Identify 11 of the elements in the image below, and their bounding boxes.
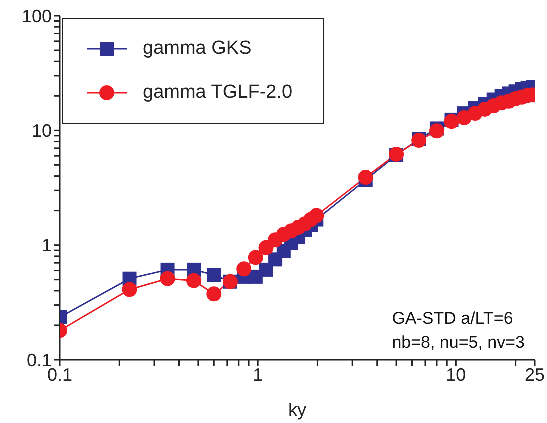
x-tick-label: 25 (524, 364, 546, 385)
y-tick-label: 1 (42, 236, 52, 256)
legend-label: gamma TGLF-2.0 (143, 82, 293, 104)
x-tick-label: 1 (253, 364, 264, 385)
x-tick-label: 10 (446, 364, 466, 385)
y-tick-label: 10 (32, 121, 52, 142)
legend-label: gamma GKS (143, 38, 252, 60)
annotation: nb=8, nu=5, nv=3 (392, 332, 525, 354)
y-tick-label: 100 (22, 6, 52, 26)
annotation: GA-STD a/LT=6 (392, 308, 514, 330)
x-axis-title: ky (288, 400, 306, 420)
